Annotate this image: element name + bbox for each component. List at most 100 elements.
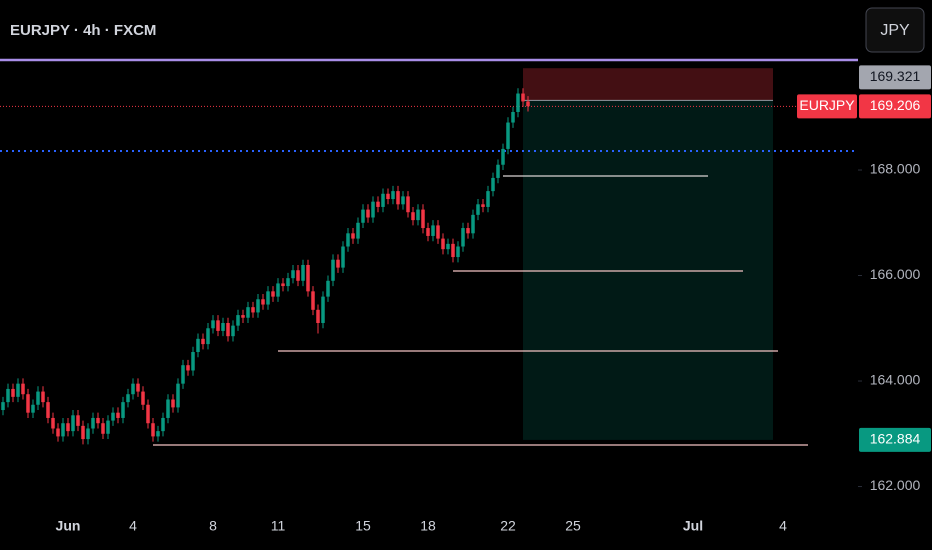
candle-body (236, 315, 240, 326)
candle-body (441, 238, 445, 250)
x-tick-label: 11 (271, 518, 286, 534)
candle-body (41, 391, 45, 403)
candle-body (446, 243, 450, 250)
candle-body (521, 93, 525, 102)
candle-body (271, 291, 275, 297)
candle-body (166, 399, 170, 418)
price-label: 169.321 (870, 68, 921, 84)
candle-body (281, 283, 285, 287)
candle-body (111, 412, 115, 421)
candle-body (66, 423, 70, 432)
candle-body (76, 415, 80, 426)
x-tick-label: 18 (420, 518, 436, 534)
position-target-zone (523, 100, 773, 440)
candle-body (81, 425, 85, 440)
candle-body (176, 383, 180, 408)
x-tick-label: Jul (683, 518, 703, 534)
y-tick-label: 162.000 (870, 477, 921, 493)
currency-button[interactable] (865, 7, 925, 53)
candle-body (346, 233, 350, 247)
candle-body (101, 423, 105, 434)
candle-body (276, 283, 280, 297)
x-tick-label: 22 (500, 518, 516, 534)
candle-body (476, 204, 480, 215)
candle-body (381, 193, 385, 207)
candle-body (291, 270, 295, 279)
candle-body (121, 402, 125, 418)
symbol-tag: EURJPY (799, 97, 855, 113)
candle-body (56, 428, 60, 437)
candle-body (136, 383, 140, 392)
candle-body (511, 111, 515, 123)
candle-body (316, 309, 320, 323)
candle-body (406, 196, 410, 213)
x-tick-label: 25 (565, 518, 581, 534)
candle-body (311, 291, 315, 310)
x-tick-label: 4 (779, 518, 787, 534)
candle-body (21, 383, 25, 395)
candle-body (466, 228, 470, 234)
candle-body (296, 270, 300, 281)
candle-body (246, 307, 250, 318)
candle-body (106, 420, 110, 434)
candle-body (196, 338, 200, 353)
candle-body (96, 417, 100, 424)
price-label-box (859, 65, 931, 90)
candle-body (351, 233, 355, 239)
candle-body (126, 394, 130, 403)
candle-body (436, 225, 440, 239)
candle-body (156, 431, 160, 437)
chart-title: EURJPY · 4h · FXCM (10, 22, 156, 39)
candle-body (516, 93, 520, 112)
candle-body (216, 320, 220, 331)
x-tick-label: 15 (355, 518, 371, 534)
candle-body (151, 423, 155, 437)
candle-body (481, 204, 485, 207)
candle-body (431, 225, 435, 236)
candle-body (471, 214, 475, 234)
candle-body (36, 391, 40, 405)
x-tick-label: 4 (129, 518, 137, 534)
candle-body (51, 417, 55, 429)
candle-body (376, 201, 380, 207)
candle-body (411, 212, 415, 221)
candle-body (46, 402, 50, 418)
candle-body (211, 320, 215, 329)
candle-body (91, 417, 95, 429)
y-tick-label: 168.000 (870, 161, 921, 177)
candle-body (371, 201, 375, 218)
candle-body (321, 296, 325, 323)
candle-body (451, 243, 455, 258)
candle-body (341, 246, 345, 268)
candle-body (391, 191, 395, 200)
position-stop-zone (523, 68, 773, 101)
candle-body (421, 209, 425, 229)
price-label-box (859, 94, 931, 119)
candle-body (186, 365, 190, 371)
price-label: 169.206 (870, 97, 921, 113)
candle-body (161, 417, 165, 432)
candle-body (206, 328, 210, 345)
candle-body (146, 404, 150, 424)
candle-body (301, 264, 305, 281)
candle-body (171, 399, 175, 408)
candle-body (181, 365, 185, 384)
candle-body (141, 391, 145, 405)
currency-button-label[interactable]: JPY (880, 22, 910, 39)
candle-body (396, 191, 400, 205)
candle-body (386, 193, 390, 200)
x-tick-label: 8 (209, 518, 217, 534)
candle-body (6, 388, 10, 403)
price-label: 162.884 (870, 431, 921, 447)
x-tick-label: Jun (56, 518, 81, 534)
candle-body (241, 315, 245, 318)
candle-body (366, 209, 370, 218)
candle-body (231, 325, 235, 337)
candle-body (336, 259, 340, 268)
candle-body (131, 383, 135, 395)
candle-body (251, 307, 255, 313)
candle-body (1, 402, 5, 411)
candle-body (461, 228, 465, 247)
